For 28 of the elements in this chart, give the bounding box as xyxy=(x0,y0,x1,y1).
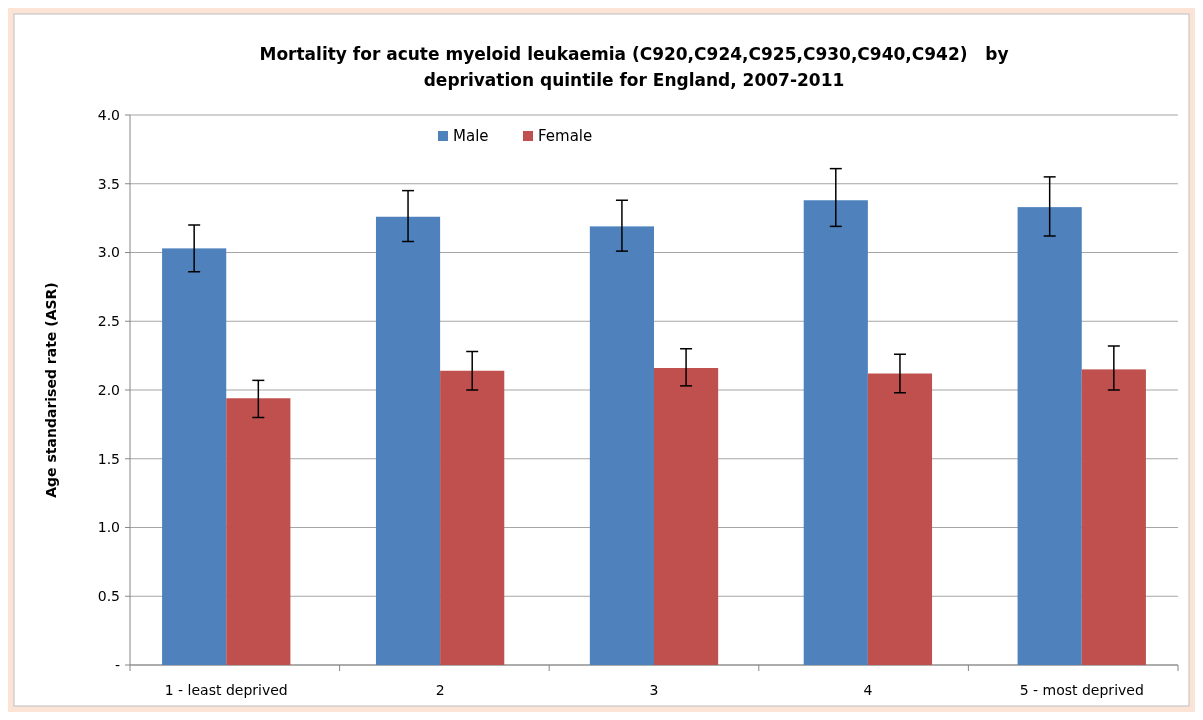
y-tick-label: 0.5 xyxy=(97,588,120,605)
x-tick-label: 4 xyxy=(863,682,873,698)
x-tick-label: 5 - most deprived xyxy=(1019,682,1144,698)
y-tick-label: 3.5 xyxy=(97,175,120,192)
y-tick-label: 3.0 xyxy=(97,244,120,261)
bar xyxy=(226,398,291,665)
bar xyxy=(867,373,933,665)
chart-title: Mortality for acute myeloid leukaemia (C920,C924,C925,C930,C940,C942) by deprivation quintile for England, 2007-2011 xyxy=(259,44,1009,90)
y-tick-label: - xyxy=(114,656,120,673)
bar xyxy=(1017,207,1082,665)
y-tick-label: 2.0 xyxy=(97,381,120,398)
y-tick-label: 1.5 xyxy=(97,450,120,467)
x-tick-label: 1 - least deprived xyxy=(164,682,288,698)
bar xyxy=(1081,369,1146,665)
y-axis-title: Age standarised rate (ASR) xyxy=(43,282,59,498)
bar xyxy=(375,216,441,665)
y-tick-label: 1.0 xyxy=(97,519,120,536)
x-tick-label: 3 xyxy=(649,682,659,698)
x-tick-label: 2 xyxy=(435,682,445,698)
y-tick-label: 2.5 xyxy=(97,313,120,330)
bar xyxy=(162,248,227,665)
bar xyxy=(654,368,719,665)
bar xyxy=(440,370,505,665)
y-tick-label: 4.0 xyxy=(97,106,120,123)
legend-label: Female xyxy=(538,127,593,146)
bar xyxy=(589,226,654,665)
legend-label: Male xyxy=(453,127,489,146)
bar xyxy=(803,200,868,665)
